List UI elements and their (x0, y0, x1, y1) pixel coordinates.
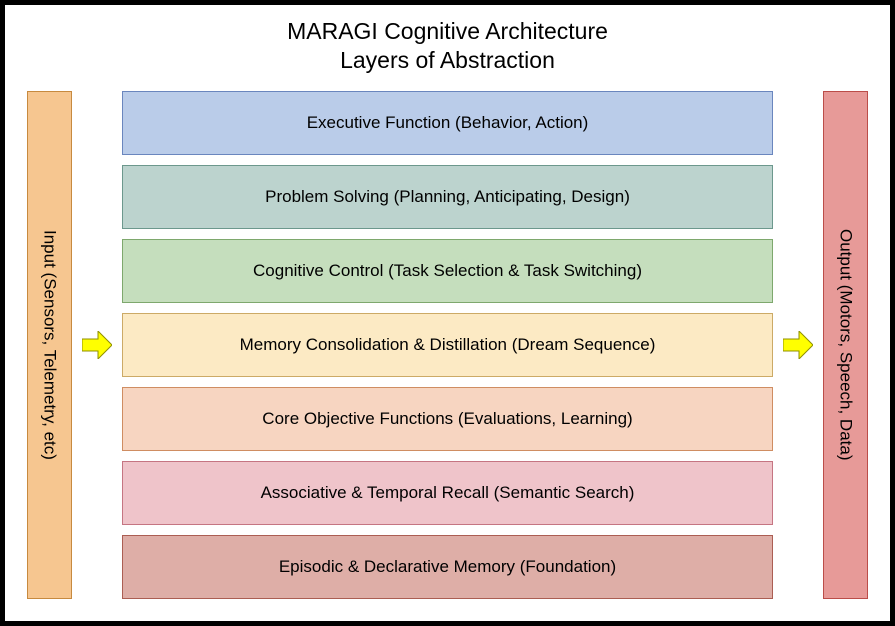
layer-label: Associative & Temporal Recall (Semantic … (261, 483, 635, 503)
arrow-right-icon (82, 331, 112, 359)
body-row: Input (Sensors, Telemetry, etc) Executiv… (27, 91, 868, 600)
layer-0: Executive Function (Behavior, Action) (122, 91, 773, 155)
title-block: MARAGI Cognitive Architecture Layers of … (27, 17, 868, 75)
output-label: Output (Motors, Speech, Data) (836, 229, 856, 461)
diagram-frame: MARAGI Cognitive Architecture Layers of … (0, 0, 895, 626)
layer-5: Associative & Temporal Recall (Semantic … (122, 461, 773, 525)
title-line-2: Layers of Abstraction (27, 46, 868, 75)
layer-3: Memory Consolidation & Distillation (Dre… (122, 313, 773, 377)
input-column: Input (Sensors, Telemetry, etc) (27, 91, 72, 600)
layer-6: Episodic & Declarative Memory (Foundatio… (122, 535, 773, 599)
layer-1: Problem Solving (Planning, Anticipating,… (122, 165, 773, 229)
layer-label: Cognitive Control (Task Selection & Task… (253, 261, 642, 281)
layer-2: Cognitive Control (Task Selection & Task… (122, 239, 773, 303)
layer-label: Episodic & Declarative Memory (Foundatio… (279, 557, 616, 577)
layer-label: Problem Solving (Planning, Anticipating,… (265, 187, 630, 207)
layer-4: Core Objective Functions (Evaluations, L… (122, 387, 773, 451)
arrow-left-slot (72, 91, 122, 600)
input-label: Input (Sensors, Telemetry, etc) (40, 230, 60, 460)
layer-label: Core Objective Functions (Evaluations, L… (262, 409, 632, 429)
layer-label: Memory Consolidation & Distillation (Dre… (240, 335, 656, 355)
output-column: Output (Motors, Speech, Data) (823, 91, 868, 600)
layers-column: Executive Function (Behavior, Action) Pro… (122, 91, 773, 600)
arrow-right-slot (773, 91, 823, 600)
title-line-1: MARAGI Cognitive Architecture (27, 17, 868, 46)
arrow-right-icon (783, 331, 813, 359)
layer-label: Executive Function (Behavior, Action) (307, 113, 589, 133)
